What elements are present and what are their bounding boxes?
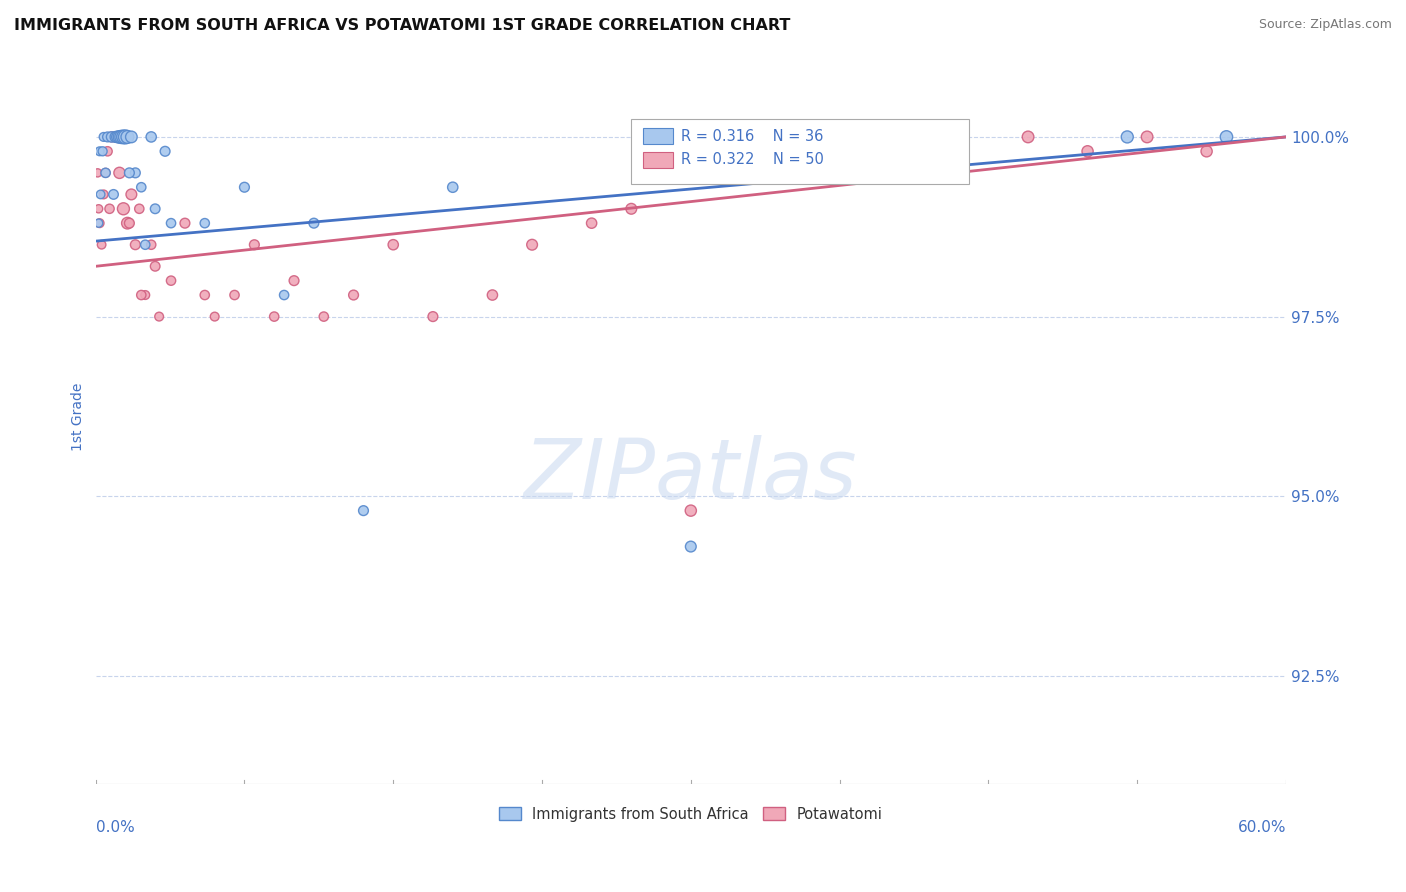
Point [117, 129, 139, 144]
Point [273, 288, 295, 302]
Point [104, 129, 127, 144]
Point [87, 202, 110, 216]
Point [134, 237, 156, 252]
Point [740, 166, 762, 180]
Point [98, 202, 121, 216]
Point [114, 129, 136, 144]
Point [1116, 129, 1139, 144]
Text: Source: ZipAtlas.com: Source: ZipAtlas.com [1258, 18, 1392, 31]
Text: 0.0%: 0.0% [96, 820, 135, 835]
FancyBboxPatch shape [631, 119, 969, 184]
Point [134, 288, 156, 302]
Point [877, 166, 900, 180]
Point [679, 503, 702, 517]
Point [342, 288, 364, 302]
Point [243, 237, 266, 252]
Point [108, 166, 131, 180]
Point [86, 166, 108, 180]
Point [120, 187, 142, 202]
Text: 60.0%: 60.0% [1237, 820, 1286, 835]
Point [129, 288, 152, 302]
Point [481, 288, 503, 302]
Point [581, 216, 603, 230]
Point [89, 145, 111, 159]
Text: IMMIGRANTS FROM SOUTH AFRICA VS POTAWATOMI 1ST GRADE CORRELATION CHART: IMMIGRANTS FROM SOUTH AFRICA VS POTAWATO… [14, 18, 790, 33]
Point [174, 216, 197, 230]
Point [818, 129, 841, 144]
Point [94, 166, 117, 180]
Point [160, 274, 183, 288]
Point [224, 288, 246, 302]
Point [100, 129, 122, 144]
Point [353, 503, 375, 517]
Point [141, 237, 163, 252]
Point [93, 187, 115, 202]
Point [91, 145, 114, 159]
Point [148, 310, 170, 324]
Point [312, 310, 335, 324]
Point [90, 237, 112, 252]
Point [107, 129, 129, 144]
Point [117, 216, 139, 230]
Point [107, 129, 129, 144]
Point [141, 129, 163, 144]
Point [520, 237, 543, 252]
Point [110, 129, 132, 144]
Point [104, 129, 127, 144]
Point [302, 216, 325, 230]
Point [90, 187, 112, 202]
Point [97, 145, 120, 159]
Y-axis label: 1st Grade: 1st Grade [72, 383, 86, 451]
FancyBboxPatch shape [643, 152, 673, 168]
Point [124, 237, 146, 252]
Point [1136, 129, 1159, 144]
Point [153, 145, 176, 159]
Legend: Immigrants from South Africa, Potawatomi: Immigrants from South Africa, Potawatomi [494, 801, 889, 828]
Point [441, 180, 464, 194]
Point [97, 129, 120, 144]
Point [112, 129, 135, 144]
Point [129, 180, 152, 194]
Point [110, 129, 132, 144]
Point [194, 216, 217, 230]
Point [89, 216, 111, 230]
Point [120, 129, 142, 144]
Point [1077, 145, 1099, 159]
Point [94, 166, 117, 180]
FancyBboxPatch shape [643, 128, 673, 145]
Point [112, 202, 135, 216]
Point [938, 129, 960, 144]
Point [118, 166, 141, 180]
Point [233, 180, 256, 194]
Point [1017, 129, 1039, 144]
Point [103, 187, 125, 202]
Point [143, 260, 166, 274]
Point [194, 288, 217, 302]
Point [283, 274, 305, 288]
Point [114, 129, 136, 144]
Text: R = 0.322    N = 50: R = 0.322 N = 50 [681, 153, 824, 168]
Point [143, 202, 166, 216]
Point [160, 216, 183, 230]
Point [93, 129, 115, 144]
Point [679, 540, 702, 554]
Point [87, 216, 110, 230]
Point [779, 129, 801, 144]
Point [108, 129, 131, 144]
Point [118, 216, 141, 230]
Text: R = 0.316    N = 36: R = 0.316 N = 36 [681, 128, 824, 144]
Text: ZIPatlas: ZIPatlas [524, 435, 858, 516]
Point [422, 310, 444, 324]
Point [128, 202, 150, 216]
Point [263, 310, 285, 324]
Point [100, 129, 122, 144]
Point [620, 202, 643, 216]
Point [1195, 145, 1218, 159]
Point [204, 310, 226, 324]
Point [382, 237, 405, 252]
Point [938, 129, 960, 144]
Point [1215, 129, 1237, 144]
Point [124, 166, 146, 180]
